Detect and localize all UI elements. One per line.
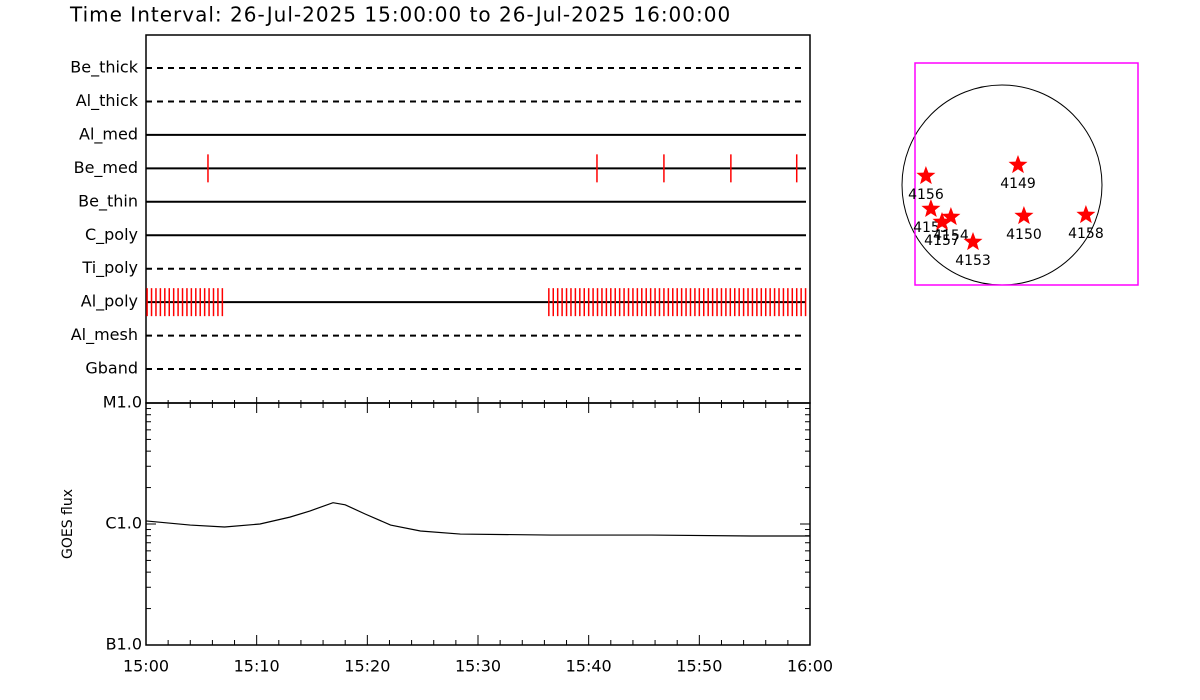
x-tick-label: 15:10 (234, 657, 280, 676)
active-region-label: 4158 (1068, 226, 1104, 242)
filter-label: C_poly (85, 225, 138, 245)
y-tick-label: M1.0 (103, 393, 142, 412)
chart-title: Time Interval: 26-Jul-2025 15:00:00 to 2… (69, 3, 731, 27)
timeline-frame (145, 34, 811, 404)
filter-label: Al_poly (81, 292, 138, 312)
filter-label: Al_mesh (71, 325, 138, 345)
map-frame (914, 62, 1139, 286)
active-region-marker (916, 166, 936, 185)
y-tick-label: C1.0 (105, 514, 142, 533)
x-tick-label: 15:50 (676, 657, 722, 676)
active-region-marker (921, 199, 941, 217)
active-region-label: 4149 (1000, 176, 1036, 192)
active-region-label: 4157 (924, 233, 960, 249)
active-region-label: 4154 (933, 228, 969, 244)
x-tick-label: 16:00 (787, 657, 833, 676)
goes-line (145, 502, 810, 537)
active-region-marker (1076, 205, 1096, 224)
active-region-label: 4150 (1006, 227, 1042, 243)
y-tick-label: B1.0 (106, 635, 142, 654)
active-region-label: 4153 (955, 253, 991, 269)
active-region-marker (1008, 155, 1028, 174)
goes-frame (145, 402, 811, 646)
filter-label: Ti_poly (81, 258, 138, 278)
y-axis-label: GOES flux (60, 489, 76, 559)
active-region-marker (1014, 206, 1034, 225)
active-region-marker (963, 232, 983, 251)
x-tick-label: 15:30 (455, 657, 501, 676)
filter-label: Be_thick (70, 58, 138, 78)
active-region-marker (932, 212, 952, 231)
x-tick-label: 15:00 (123, 657, 169, 676)
filter-label: Gband (85, 359, 138, 378)
active-region-label: 4156 (908, 187, 944, 203)
filter-label: Al_med (79, 124, 138, 144)
active-region-marker (941, 207, 961, 226)
x-tick-label: 15:20 (344, 657, 390, 676)
x-tick-label: 15:40 (566, 657, 612, 676)
filter-label: Be_thin (78, 191, 138, 211)
filter-label: Be_med (74, 158, 138, 178)
filter-label: Al_thick (76, 91, 139, 111)
